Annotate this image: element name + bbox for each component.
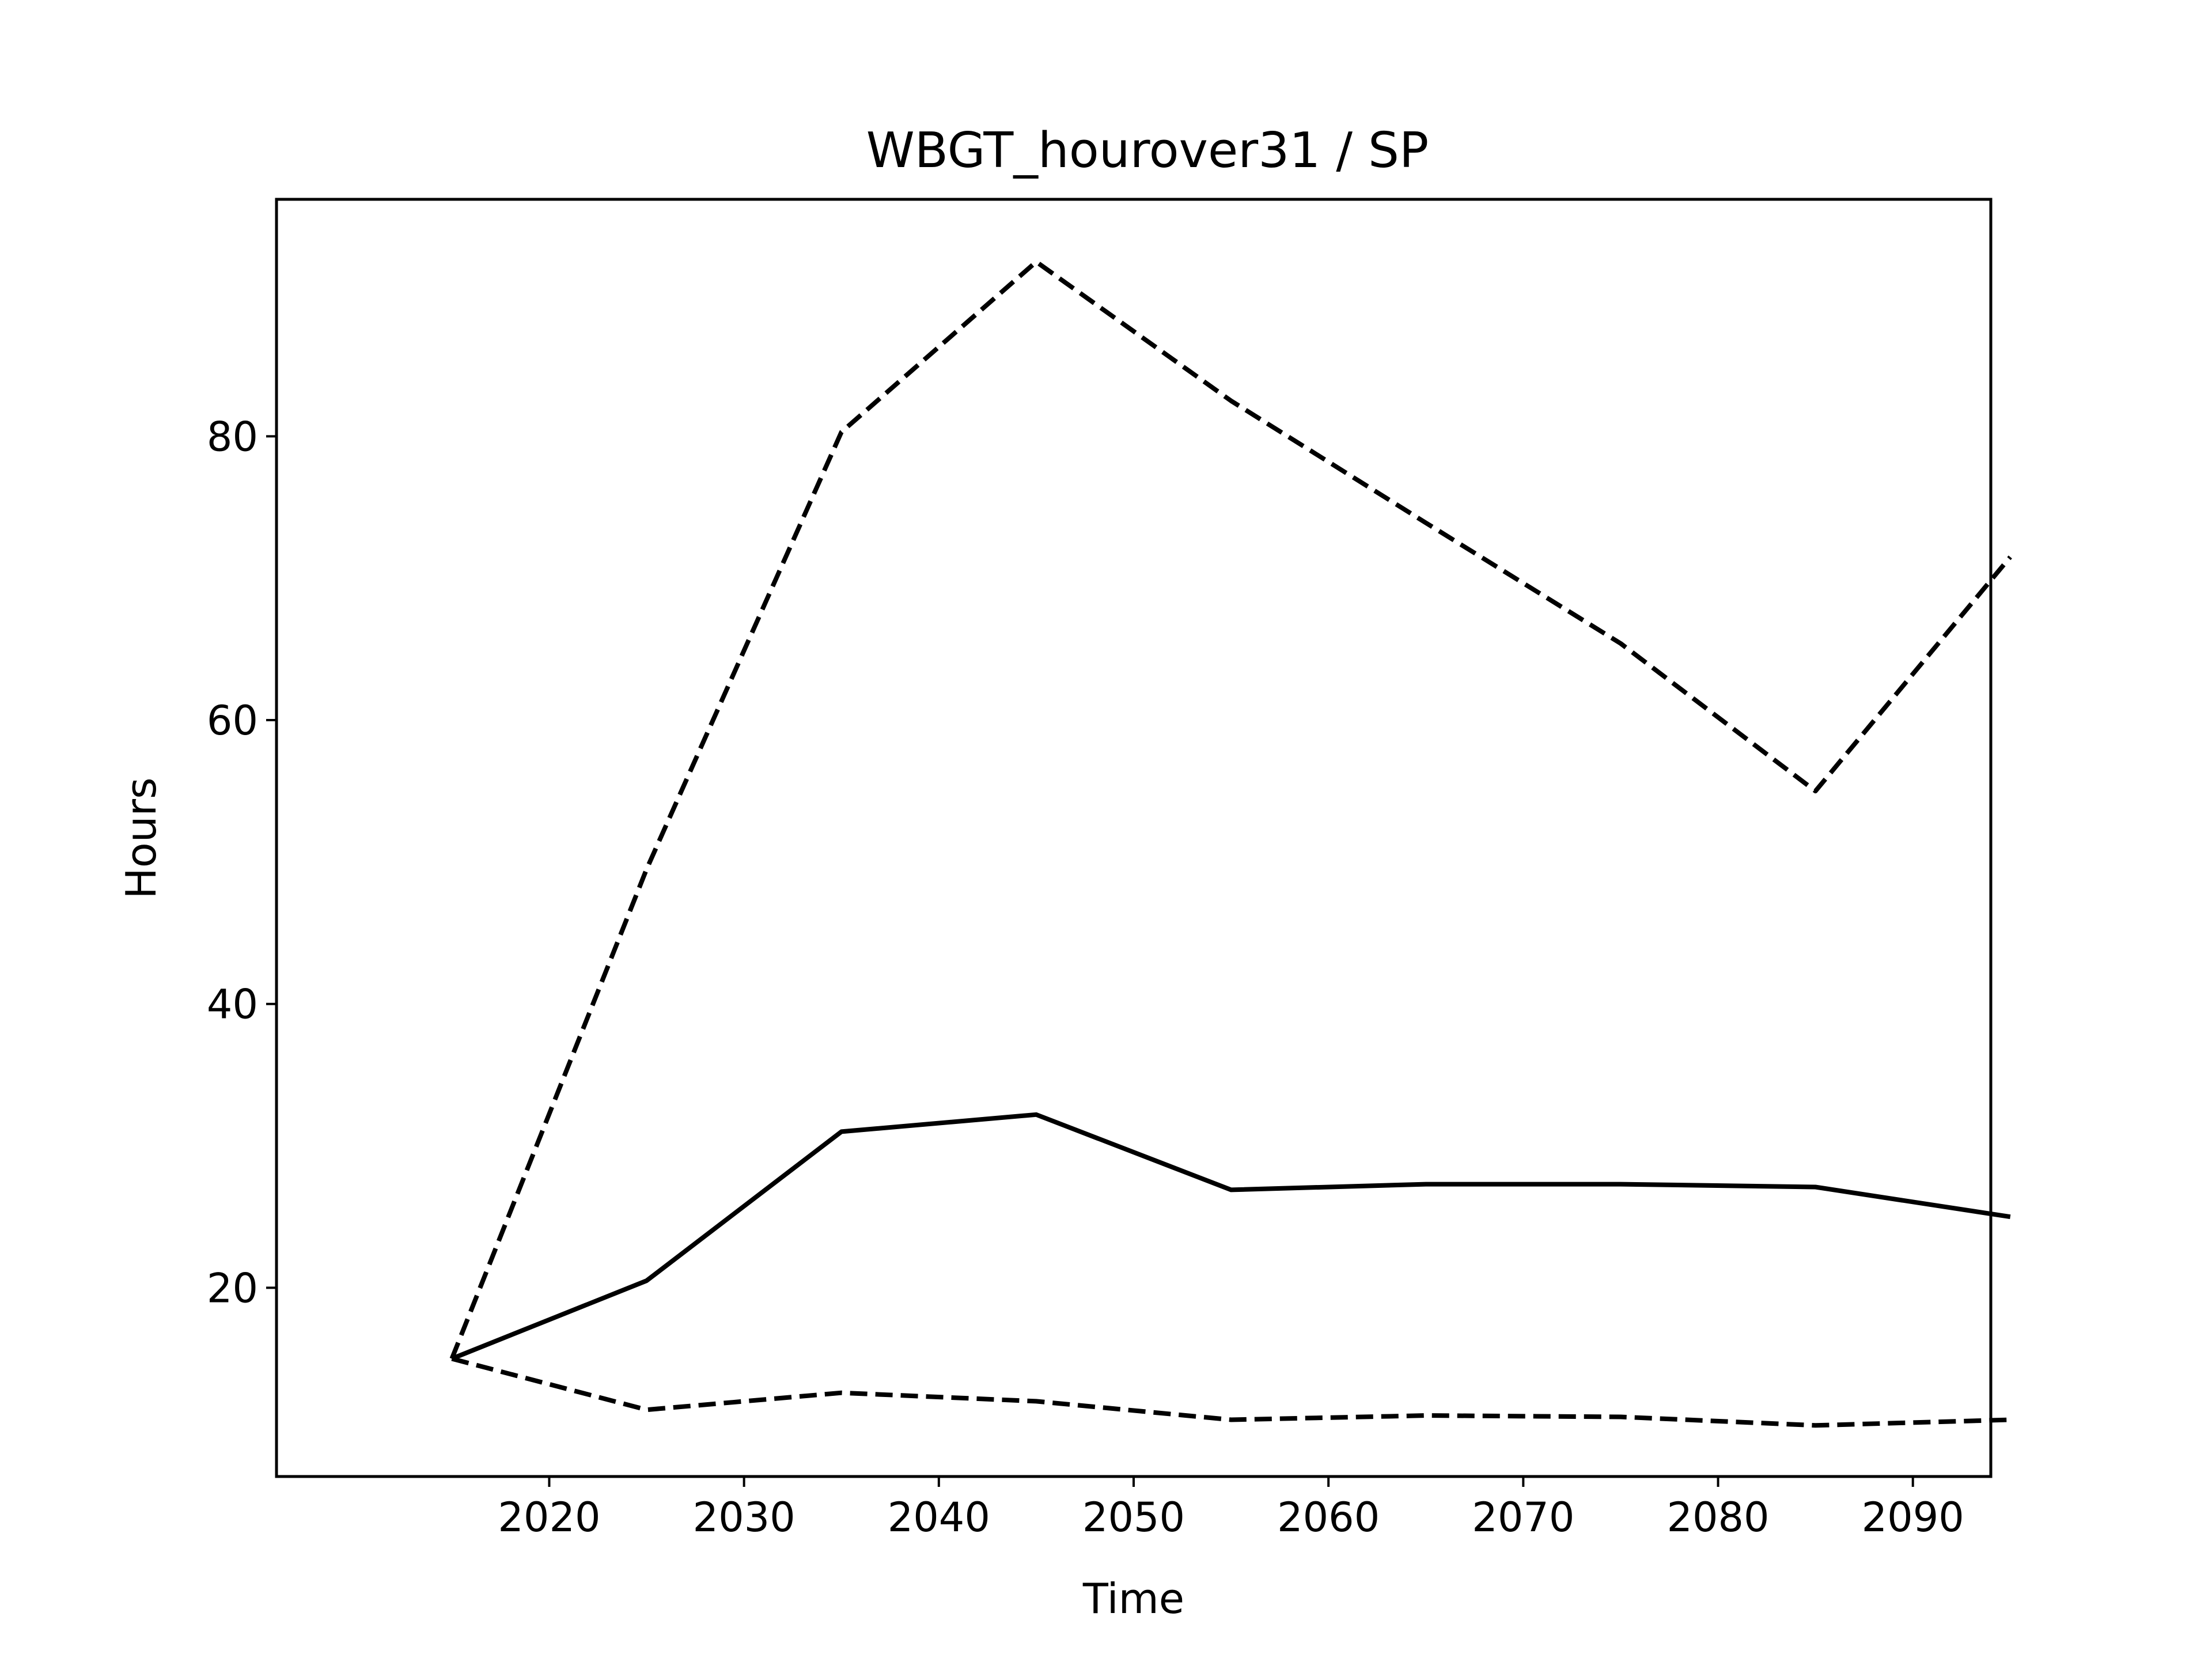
y-axis: 20 40 60 80: [207, 413, 276, 1312]
x-tick-label: 2030: [693, 1494, 796, 1541]
x-tick-label: 2020: [498, 1494, 600, 1541]
x-tick-label: 2040: [888, 1494, 990, 1541]
x-axis: 2020 2030 2040 2050 2060 2070 2080 2090: [498, 1477, 1964, 1541]
y-tick-label: 20: [207, 1265, 258, 1312]
chart-title: WBGT_hourover31 / SP: [866, 122, 1429, 179]
plot-frame: [275, 198, 1993, 1478]
x-axis-label: Time: [1082, 1574, 1184, 1623]
series-line-2: [450, 1112, 2011, 1361]
x-tick-label: 2070: [1472, 1494, 1574, 1541]
x-tick-label: 2050: [1082, 1494, 1185, 1541]
x-tick-label: 2060: [1277, 1494, 1380, 1541]
series-line-3: [451, 1356, 2010, 1428]
y-tick-label: 80: [207, 413, 258, 460]
series-line-1: [449, 259, 2012, 1360]
y-tick-label: 40: [207, 981, 258, 1028]
plot-area: [449, 259, 2012, 1428]
y-tick-label: 60: [207, 697, 258, 744]
y-axis-label: Hours: [117, 778, 165, 899]
x-tick-label: 2090: [1862, 1494, 1964, 1541]
x-tick-label: 2080: [1666, 1494, 1769, 1541]
